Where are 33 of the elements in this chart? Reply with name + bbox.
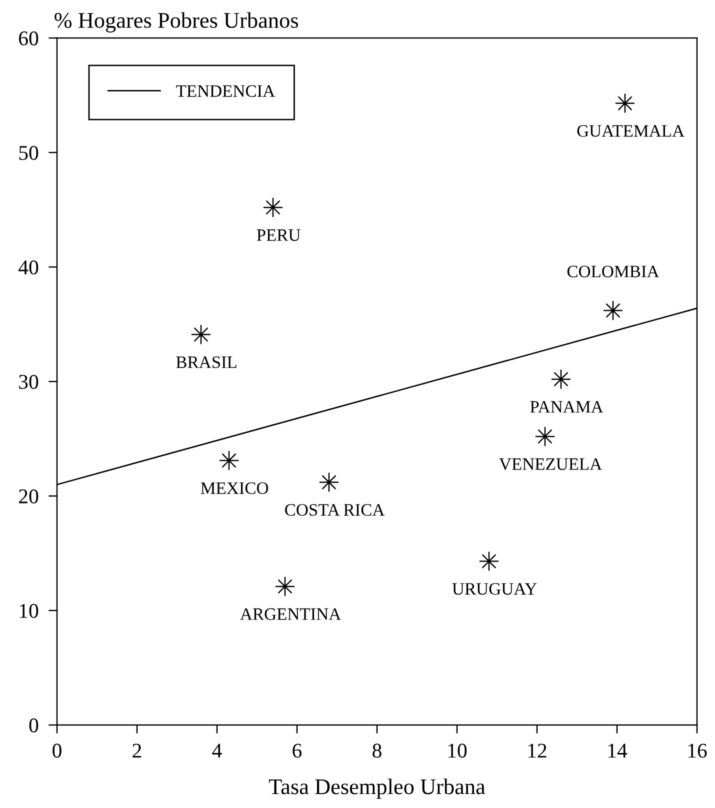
y-tick-label: 50 [19,146,38,160]
x-tick-label: 10 [448,744,467,758]
x-axis-title: Tasa Desempleo Urbana [268,778,486,799]
annotation: PERU [256,229,300,241]
x-tick-label: 6 [292,744,302,758]
x-tick-label: 12 [528,744,546,758]
annotation: ARGENTINA [240,608,342,620]
annotation: COSTA RICA [285,504,385,516]
annotation: BRASIL [176,356,236,368]
annotation: MEXICO [200,482,268,494]
y-axis-title: % Hogares Pobres Urbanos [54,12,298,33]
x-tick-label: 0 [52,744,62,758]
y-tick-label: 60 [19,31,38,46]
y-tick-label: 0 [29,718,38,732]
x-tick-label: 2 [132,744,142,758]
annotation: URUGUAY [452,583,537,595]
point [479,552,499,571]
y-tick-label: 40 [18,260,38,274]
point [615,94,635,113]
y-tick-label: 10 [20,604,38,618]
annotation: GUATEMALA [577,125,684,137]
legend-label: TENDENCIA [176,85,276,97]
point [551,370,571,389]
x-tick-label: 14 [608,744,628,758]
annotation: PANAMA [530,401,604,413]
x-tick-label: 4 [212,744,222,758]
point [319,472,339,492]
x-tick-label: 8 [372,744,382,758]
annotation: COLOMBIA [567,266,660,278]
annotation: VENEZUELA [499,458,602,470]
y-tick-label: 30 [19,374,38,389]
y-tick-label: 20 [19,489,38,504]
x-tick-label: 16 [688,744,707,758]
